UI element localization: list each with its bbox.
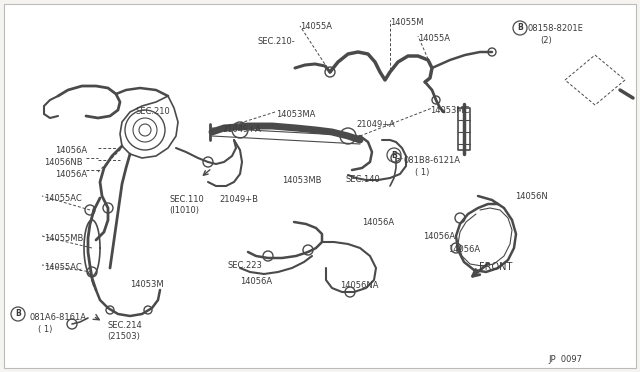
Text: 14055A: 14055A bbox=[418, 34, 450, 43]
Text: 14053MB: 14053MB bbox=[282, 176, 321, 185]
Text: 21049+A: 21049+A bbox=[356, 120, 395, 129]
Text: ( 1): ( 1) bbox=[415, 168, 429, 177]
Text: ( 1): ( 1) bbox=[38, 325, 52, 334]
Text: 14053MC: 14053MC bbox=[430, 106, 470, 115]
Text: SEC.110: SEC.110 bbox=[169, 195, 204, 204]
Text: 08158-8201E: 08158-8201E bbox=[527, 24, 583, 33]
Text: SEC.210-: SEC.210- bbox=[258, 37, 296, 46]
Text: 14056A: 14056A bbox=[55, 146, 87, 155]
Text: (2): (2) bbox=[540, 36, 552, 45]
Text: B: B bbox=[517, 23, 523, 32]
Text: 14053M: 14053M bbox=[130, 280, 164, 289]
FancyBboxPatch shape bbox=[4, 4, 636, 368]
Text: (21503): (21503) bbox=[107, 332, 140, 341]
Text: SEC.210: SEC.210 bbox=[136, 107, 171, 116]
Text: B: B bbox=[391, 151, 397, 160]
Text: 14055M: 14055M bbox=[390, 18, 424, 27]
Text: B: B bbox=[15, 310, 21, 318]
Text: (I1010): (I1010) bbox=[169, 206, 199, 215]
Text: JP  0097: JP 0097 bbox=[548, 355, 582, 364]
Text: 14055AC: 14055AC bbox=[44, 263, 82, 272]
Text: 14056A: 14056A bbox=[55, 170, 87, 179]
Text: SEC.140: SEC.140 bbox=[345, 175, 380, 184]
Text: FRONT: FRONT bbox=[479, 262, 513, 272]
Text: 14056NA: 14056NA bbox=[340, 281, 378, 290]
Text: 081B8-6121A: 081B8-6121A bbox=[404, 156, 461, 165]
Text: 14056A: 14056A bbox=[423, 232, 455, 241]
Text: SEC.223: SEC.223 bbox=[228, 261, 263, 270]
Text: 14055A: 14055A bbox=[300, 22, 332, 31]
Text: 21049+A: 21049+A bbox=[222, 125, 261, 134]
Text: SEC.214: SEC.214 bbox=[107, 321, 141, 330]
Text: 14053MA: 14053MA bbox=[276, 110, 316, 119]
Text: 14055AC: 14055AC bbox=[44, 194, 82, 203]
Text: 14056A: 14056A bbox=[448, 245, 480, 254]
Text: 081A6-8161A: 081A6-8161A bbox=[30, 313, 87, 322]
Text: 14055MB: 14055MB bbox=[44, 234, 83, 243]
Text: 14056NB: 14056NB bbox=[44, 158, 83, 167]
Text: 14056A: 14056A bbox=[240, 277, 272, 286]
Text: 14056A: 14056A bbox=[362, 218, 394, 227]
Text: 14056N: 14056N bbox=[515, 192, 548, 201]
Text: 21049+B: 21049+B bbox=[219, 195, 258, 204]
